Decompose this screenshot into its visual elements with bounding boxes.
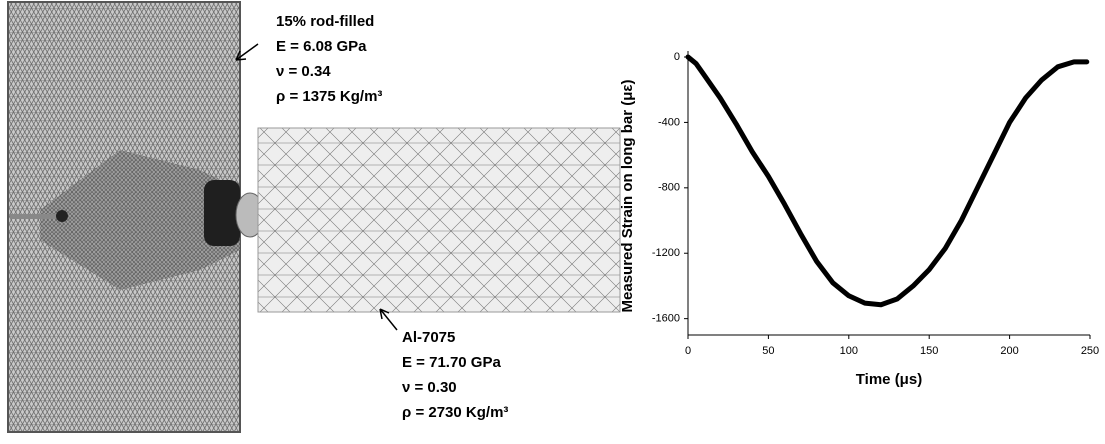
bar-label: ν = 0.30	[402, 379, 457, 396]
plate-label: E = 6.08 GPa	[276, 38, 367, 55]
y-tick-label: -400	[658, 116, 680, 128]
x-axis-label: Time (μs)	[856, 371, 922, 388]
y-axis-label: Measured Strain on long bar (με)	[619, 80, 636, 313]
y-tick-label: 0	[674, 51, 680, 63]
bar-label: E = 71.70 GPa	[402, 354, 501, 371]
plate-label: ρ = 1375 Kg/m³	[276, 88, 382, 105]
arrows	[235, 43, 398, 331]
plate-label: ν = 0.34	[276, 63, 331, 80]
x-tick-label: 200	[1000, 345, 1018, 357]
y-tick-label: -800	[658, 182, 680, 194]
rod-mesh	[257, 127, 621, 313]
x-tick-label: 100	[840, 345, 858, 357]
y-tick-label: -1600	[652, 313, 680, 325]
plate-mesh	[7, 1, 265, 433]
annotations: 15% rod-filled E = 6.08 GPa ν = 0.34 ρ = 13…	[276, 13, 508, 421]
bar-label: Al-7075	[402, 329, 455, 346]
x-tick-label: 150	[920, 345, 938, 357]
plate-label: 15% rod-filled	[276, 13, 374, 30]
strain-line	[685, 54, 1090, 308]
y-tick-label: -1200	[652, 247, 680, 259]
x-tick-label: 50	[762, 345, 774, 357]
x-tick-label: 0	[685, 345, 691, 357]
x-tick-label: 250	[1081, 345, 1099, 357]
strain-chart: 0 -400 -800 -1200 -1600 0 50 100 150 200 250 Time (…	[619, 51, 1099, 388]
bar-label: ρ = 2730 Kg/m³	[402, 404, 508, 421]
